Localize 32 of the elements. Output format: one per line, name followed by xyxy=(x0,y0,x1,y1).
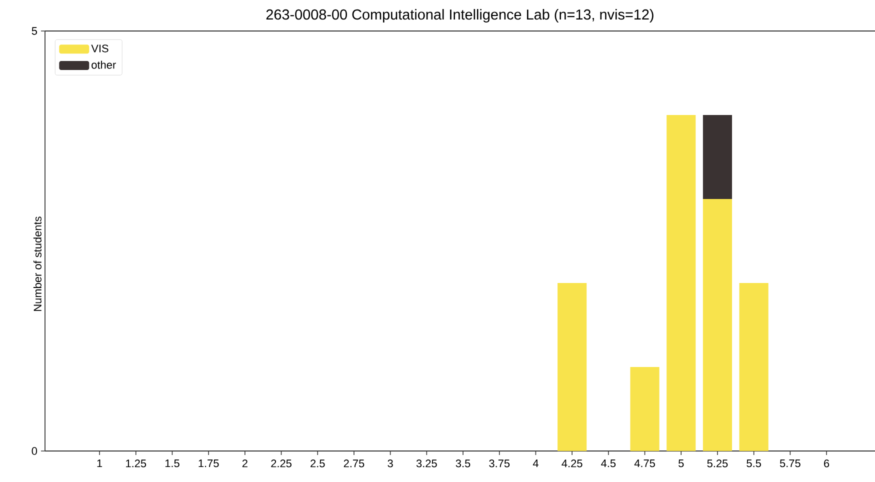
x-tick-label: 2.25 xyxy=(271,460,292,468)
x-tick-label: 1 xyxy=(97,460,102,468)
x-tick-label: 4.75 xyxy=(634,460,655,468)
y-tick-label: 0 xyxy=(32,447,38,455)
x-tick-label: 5.5 xyxy=(746,460,761,468)
x-tick-label: 5.75 xyxy=(780,460,800,468)
x-tick-label: 3.75 xyxy=(489,460,510,468)
x-tick-label: 3.5 xyxy=(456,460,470,468)
bar xyxy=(558,283,587,451)
x-tick-label: 4.25 xyxy=(562,460,582,468)
legend-label: other xyxy=(92,60,116,69)
x-tick-label: 5.25 xyxy=(707,460,728,468)
x-tick-label: 3.25 xyxy=(416,460,437,468)
x-tick-label: 6 xyxy=(824,460,830,468)
x-tick-label: 4.5 xyxy=(601,460,616,468)
chart-title: 263-0008-00 Computational Intelligence Lab (n=13, nvis=12) xyxy=(266,9,654,23)
x-tick-label: 1.75 xyxy=(198,460,219,468)
x-tick-label: 1.25 xyxy=(126,460,146,468)
bar xyxy=(630,367,660,451)
y-axis-title: Number of students xyxy=(33,216,42,311)
x-tick-label: 4 xyxy=(532,460,538,468)
x-tick-label: 2 xyxy=(242,460,248,468)
bar xyxy=(739,283,768,451)
bar xyxy=(702,199,732,451)
x-tick-label: 2.75 xyxy=(344,460,364,468)
x-tick-label: 3 xyxy=(388,460,393,468)
x-tick-label: 5 xyxy=(678,460,684,468)
legend-label: VIS xyxy=(91,44,108,52)
bar xyxy=(666,115,696,451)
bar xyxy=(702,115,732,199)
x-tick-label: 2.5 xyxy=(310,460,325,468)
x-tick-label: 1.5 xyxy=(165,460,180,468)
